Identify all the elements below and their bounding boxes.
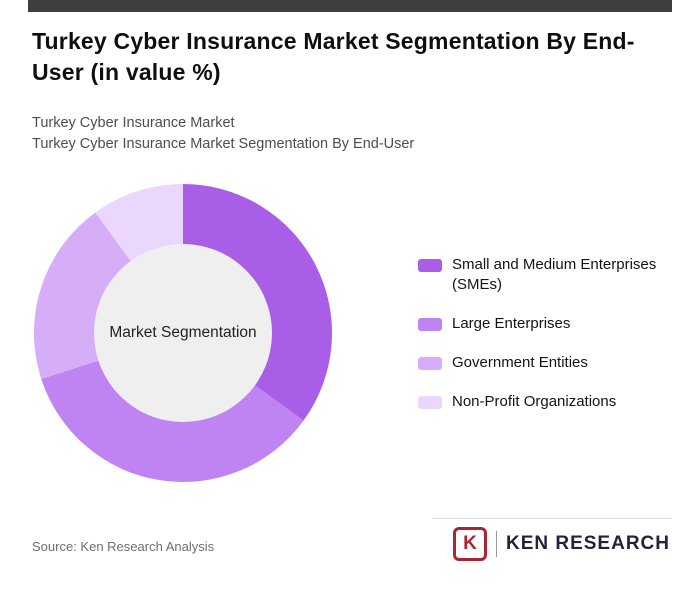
legend-item: Large Enterprises bbox=[418, 314, 680, 334]
logo-letter: K bbox=[463, 533, 477, 554]
logo-k-icon: K bbox=[452, 527, 487, 561]
subtitle-line-1: Turkey Cyber Insurance Market bbox=[32, 115, 235, 131]
subtitle-line-2: Turkey Cyber Insurance Market Segmentati… bbox=[32, 136, 415, 152]
legend-item: Government Entities bbox=[418, 353, 680, 373]
donut-center-label: Market Segmentation bbox=[109, 324, 257, 341]
legend-item: Non-Profit Organizations bbox=[418, 392, 680, 412]
donut-center-circle bbox=[94, 244, 272, 422]
legend-label: Large Enterprises bbox=[452, 315, 571, 332]
donut-chart-svg bbox=[34, 184, 332, 482]
source-note: Source: Ken Research Analysis bbox=[32, 539, 215, 554]
legend-item: Small and Medium Enterprises (SMEs) bbox=[418, 255, 680, 295]
legend-swatch bbox=[418, 396, 442, 409]
legend-swatch bbox=[418, 357, 442, 370]
legend-swatch bbox=[418, 259, 442, 272]
legend-label: Small and Medium Enterprises (SMEs) bbox=[452, 256, 657, 293]
legend-label: Non-Profit Organizations bbox=[452, 393, 617, 410]
logo-wordmark: KEN RESEARCH bbox=[505, 533, 670, 554]
donut-segment bbox=[95, 184, 183, 262]
legend-label: Government Entities bbox=[452, 354, 588, 371]
legend: Small and Medium Enterprises (SMEs) Larg… bbox=[418, 255, 680, 412]
page-title: Turkey Cyber Insurance Market Segmentati… bbox=[32, 28, 635, 85]
legend-swatch bbox=[418, 318, 442, 331]
donut-segment bbox=[183, 184, 332, 421]
ken-research-logo: K KEN RESEARCH bbox=[452, 527, 670, 561]
logo-separator bbox=[495, 531, 497, 557]
donut-chart: Market Segmentation bbox=[33, 183, 333, 483]
footer-divider bbox=[433, 518, 672, 519]
top-accent-bar bbox=[28, 0, 672, 12]
chart-subtitles: Turkey Cyber Insurance Market Turkey Cyb… bbox=[32, 113, 414, 155]
donut-segment bbox=[34, 212, 132, 380]
